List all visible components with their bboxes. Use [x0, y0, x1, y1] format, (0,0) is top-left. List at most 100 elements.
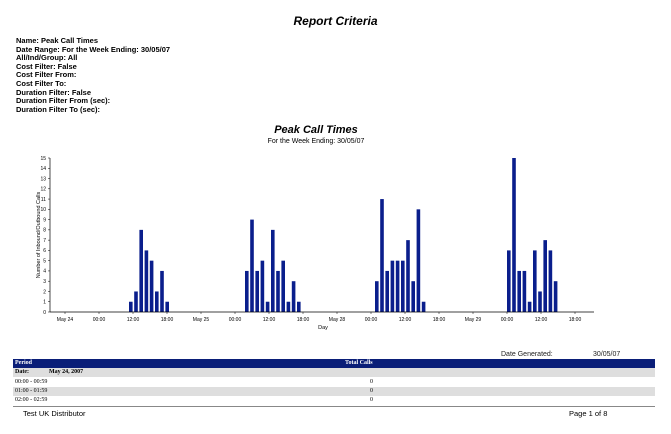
chart-bar [548, 250, 553, 312]
x-axis-label: Day [318, 325, 328, 331]
x-tick-label: May 29 [465, 317, 482, 323]
chart-bar [281, 260, 285, 312]
y-tick-label: 6 [43, 248, 46, 254]
date-label: Date: [15, 369, 29, 375]
x-tick-label: 12:00 [263, 317, 276, 323]
chart-bar [245, 270, 249, 312]
y-tick-label: 12 [40, 187, 46, 193]
criteria-cost-from: Cost Filter From: [16, 70, 77, 80]
date-value: May 24, 2007 [49, 369, 84, 375]
chart-bar [250, 219, 254, 312]
x-tick-label: 00:00 [365, 317, 378, 323]
chart-bar [543, 240, 547, 312]
row-period: 01:00 - 01:59 [15, 388, 48, 394]
chart-bar [260, 260, 265, 312]
x-tick-label: 00:00 [229, 317, 242, 323]
row-total: 0 [370, 379, 373, 385]
x-tick-label: 00:00 [501, 317, 514, 323]
table-row: 01:00 - 01:59 0 [13, 387, 655, 396]
criteria-name: Name: Peak Call Times [16, 36, 98, 45]
table-header: Period Total Calls [13, 359, 655, 368]
chart-bar [271, 229, 275, 312]
footer-divider [13, 406, 655, 407]
y-tick-label: 14 [40, 166, 46, 172]
y-tick-label: 5 [43, 258, 46, 264]
y-tick-label: 2 [43, 289, 46, 295]
chart-bar [134, 291, 138, 312]
chart-bar [385, 270, 389, 312]
chart-bar [416, 209, 421, 312]
column-header-period: Period [15, 360, 32, 366]
x-tick-label: May 25 [193, 317, 210, 323]
table-row: 00:00 - 00:59 0 [13, 378, 655, 387]
y-tick-label: 11 [41, 197, 46, 203]
x-axis-ticks: May 24 00:00 12:00 18:00 May 25 00:00 12:00 18:… [57, 312, 582, 323]
chart-bar [286, 301, 291, 312]
x-tick-label: 12:00 [127, 317, 140, 323]
chart-bar [390, 260, 395, 312]
chart-bar [512, 158, 516, 312]
y-tick-label: 4 [43, 269, 46, 275]
date-group-row: Date: May 24, 2007 [13, 368, 655, 377]
column-header-total-calls: Total Calls [345, 360, 373, 366]
y-tick-label: 0 [43, 310, 46, 316]
chart-bar [517, 270, 521, 312]
chart-bar [406, 240, 410, 312]
x-tick-label: 12:00 [399, 317, 412, 323]
chart-bars [129, 158, 558, 312]
chart-bar [395, 260, 400, 312]
chart-bar [421, 301, 426, 312]
chart-bar [553, 281, 558, 312]
table-row: 02:00 - 02:59 0 [13, 396, 655, 405]
chart-bar [411, 281, 415, 312]
x-tick-label: 18:00 [569, 317, 582, 323]
chart-bar [155, 291, 159, 312]
row-total: 0 [370, 388, 373, 394]
report-title: Report Criteria [293, 14, 378, 28]
y-tick-label: 8 [43, 228, 46, 234]
chart-bar [507, 250, 511, 312]
x-tick-label: 18:00 [161, 317, 174, 323]
date-generated-label: Date Generated: [501, 351, 553, 358]
x-tick-label: 18:00 [297, 317, 310, 323]
chart-bar [297, 301, 301, 312]
criteria-duration-to: Duration Filter To (sec): [16, 104, 101, 114]
row-period: 02:00 - 02:59 [15, 397, 48, 403]
chart-bar [276, 270, 280, 312]
criteria-cost-filter: Cost Filter: False [16, 61, 77, 71]
criteria-duration-filter: Duration Filter: False [16, 87, 92, 97]
row-period: 00:00 - 00:59 [15, 379, 48, 385]
chart-bar [265, 301, 270, 312]
footer-company: Test UK Distributor [23, 409, 86, 418]
chart-bar [527, 301, 532, 312]
chart-bar [291, 281, 296, 312]
chart-bar [401, 260, 405, 312]
chart-bar [165, 301, 169, 312]
y-tick-label: 15 [40, 156, 46, 162]
chart-subtitle: For the Week Ending: 30/05/07 [267, 138, 365, 145]
criteria-date-range: Date Range: For the Week Ending: 30/05/0… [16, 44, 171, 54]
chart-bar [129, 301, 133, 312]
y-tick-label: 10 [40, 207, 46, 213]
y-tick-label: 7 [43, 238, 46, 244]
chart-bar [149, 260, 154, 312]
criteria-scope: All/Ind/Group: All [16, 53, 78, 63]
x-tick-label: May 24 [57, 317, 74, 323]
criteria-cost-to: Cost Filter To: [16, 78, 67, 88]
y-tick-label: 9 [43, 217, 46, 223]
chart-bar [380, 199, 384, 312]
x-tick-label: 18:00 [433, 317, 446, 323]
x-tick-label: May 28 [329, 317, 346, 323]
footer-page-number: Page 1 of 8 [569, 409, 608, 418]
report-criteria: Name: Peak Call Times Date Range: For th… [16, 36, 171, 114]
chart-bar [144, 250, 149, 312]
chart-bar [538, 291, 542, 312]
chart-title: Peak Call Times [274, 124, 358, 136]
chart-bar [522, 270, 527, 312]
chart-bar [375, 281, 379, 312]
y-tick-label: 3 [43, 279, 46, 285]
y-tick-label: 13 [40, 176, 46, 182]
y-tick-label: 1 [43, 300, 46, 306]
chart-bar [160, 270, 164, 312]
